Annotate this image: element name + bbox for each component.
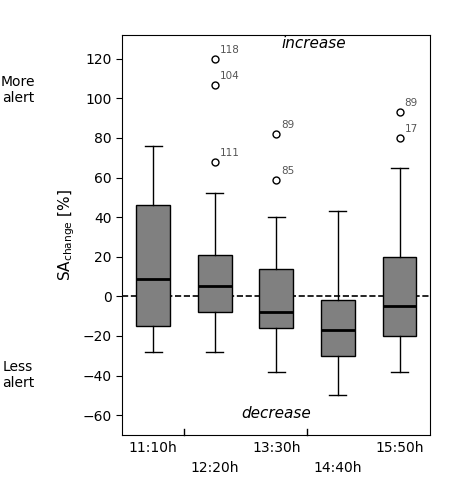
Text: decrease: decrease xyxy=(241,406,311,421)
Text: 11:10h: 11:10h xyxy=(129,441,178,455)
Text: increase: increase xyxy=(281,36,346,51)
Text: 15:50h: 15:50h xyxy=(375,441,424,455)
Text: 14:40h: 14:40h xyxy=(313,460,362,474)
Text: 85: 85 xyxy=(281,166,294,175)
Bar xyxy=(260,268,293,328)
Text: Less
alert: Less alert xyxy=(2,360,34,390)
Text: 111: 111 xyxy=(220,148,240,158)
Y-axis label: SA$_{\mathregular{change}}$ [%]: SA$_{\mathregular{change}}$ [%] xyxy=(57,189,77,281)
Bar xyxy=(198,255,231,312)
Text: 89: 89 xyxy=(281,120,294,130)
Bar xyxy=(136,206,170,326)
Bar xyxy=(383,257,416,336)
Text: 104: 104 xyxy=(220,70,239,81)
Text: 118: 118 xyxy=(220,45,240,55)
Text: 17: 17 xyxy=(405,124,418,134)
Text: More
alert: More alert xyxy=(1,75,35,105)
Bar xyxy=(321,300,355,356)
Text: 12:20h: 12:20h xyxy=(190,460,239,474)
Text: 89: 89 xyxy=(405,98,418,108)
Text: 13:30h: 13:30h xyxy=(252,441,301,455)
